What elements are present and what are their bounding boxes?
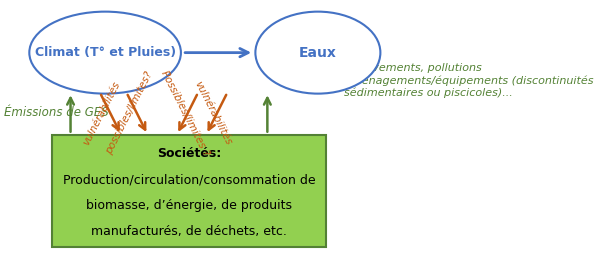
Text: Prélèvements, pollutions
aménagements/équipements (discontinuités
sédimentaires : Prélèvements, pollutions aménagements/éq… bbox=[344, 63, 594, 98]
Text: Possibles/limites ?: Possibles/limites ? bbox=[159, 69, 211, 157]
Text: vulnérabilités: vulnérabilités bbox=[192, 79, 233, 147]
Text: possibles/limites?: possibles/limites? bbox=[104, 70, 154, 156]
Text: Climat (T° et Pluies): Climat (T° et Pluies) bbox=[34, 46, 176, 59]
Text: manufacturés, de déchets, etc.: manufacturés, de déchets, etc. bbox=[91, 225, 287, 238]
Ellipse shape bbox=[255, 12, 381, 94]
Text: Eaux: Eaux bbox=[299, 46, 337, 60]
Text: Sociétés:: Sociétés: bbox=[157, 147, 221, 160]
Ellipse shape bbox=[30, 12, 181, 94]
Text: Émissions de GES: Émissions de GES bbox=[4, 106, 109, 119]
FancyBboxPatch shape bbox=[52, 135, 326, 247]
Text: vulnérabilités: vulnérabilités bbox=[81, 79, 122, 147]
Text: Production/circulation/consommation de: Production/circulation/consommation de bbox=[63, 173, 315, 186]
Text: biomasse, d’énergie, de produits: biomasse, d’énergie, de produits bbox=[86, 199, 292, 212]
